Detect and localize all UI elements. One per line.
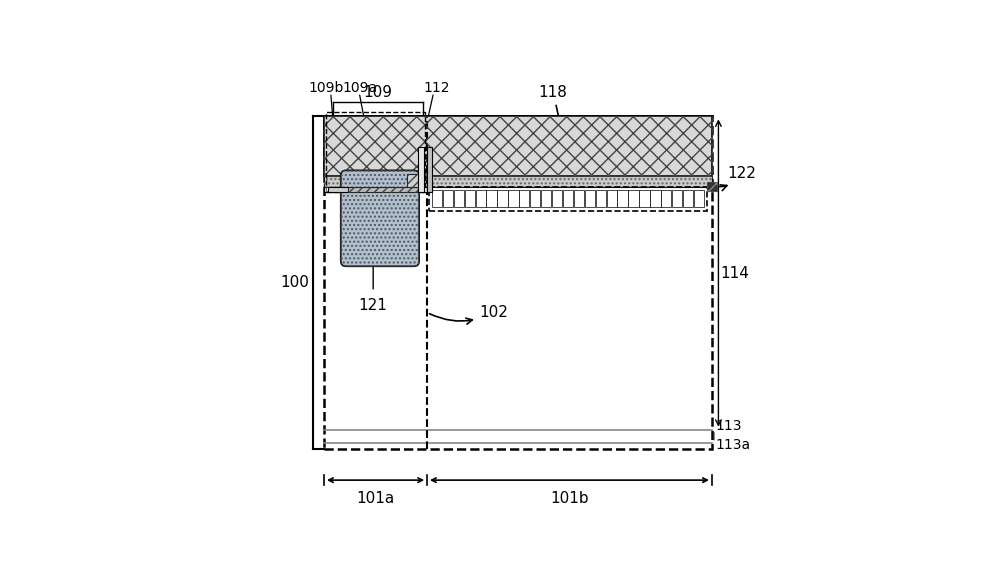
Bar bbox=[443, 190, 453, 207]
Bar bbox=[324, 176, 712, 187]
Bar bbox=[552, 190, 562, 207]
Bar bbox=[574, 190, 584, 207]
Bar bbox=[486, 190, 497, 207]
Text: 121: 121 bbox=[359, 298, 388, 314]
Text: 109a: 109a bbox=[343, 81, 378, 95]
Text: 118: 118 bbox=[539, 85, 568, 142]
Bar bbox=[328, 187, 348, 192]
Text: 113a: 113a bbox=[715, 438, 750, 452]
Text: 100: 100 bbox=[280, 275, 309, 290]
Bar bbox=[454, 190, 464, 207]
Bar bbox=[336, 187, 345, 191]
Bar bbox=[661, 190, 671, 207]
Text: 122: 122 bbox=[719, 166, 756, 191]
Bar bbox=[326, 187, 335, 191]
Bar bbox=[607, 190, 617, 207]
Bar bbox=[346, 187, 355, 191]
Bar bbox=[476, 190, 486, 207]
Text: 114: 114 bbox=[721, 266, 749, 281]
Bar bbox=[707, 182, 717, 191]
Bar bbox=[348, 187, 423, 192]
Bar bbox=[639, 190, 650, 207]
Bar bbox=[376, 187, 385, 191]
Bar bbox=[348, 187, 423, 192]
Bar bbox=[707, 182, 717, 191]
Bar bbox=[672, 190, 682, 207]
Text: 113: 113 bbox=[715, 419, 742, 433]
Bar bbox=[617, 190, 628, 207]
FancyBboxPatch shape bbox=[341, 170, 419, 266]
Bar bbox=[407, 174, 424, 187]
Bar bbox=[432, 190, 442, 207]
Bar bbox=[530, 190, 540, 207]
Bar bbox=[407, 174, 424, 187]
Bar bbox=[366, 187, 375, 191]
Bar bbox=[650, 190, 661, 207]
Bar bbox=[508, 190, 519, 207]
Bar bbox=[596, 190, 606, 207]
Bar bbox=[324, 117, 712, 176]
Bar bbox=[585, 190, 595, 207]
Text: 112: 112 bbox=[424, 81, 450, 95]
Bar bbox=[324, 117, 712, 176]
Bar bbox=[519, 190, 529, 207]
Text: 109b: 109b bbox=[309, 81, 344, 95]
Bar bbox=[395, 187, 404, 191]
Bar bbox=[405, 187, 414, 191]
Bar bbox=[418, 147, 424, 192]
Text: 104: 104 bbox=[384, 117, 410, 131]
Bar bbox=[683, 190, 693, 207]
Bar bbox=[415, 187, 424, 191]
Bar bbox=[465, 190, 475, 207]
Bar bbox=[563, 190, 573, 207]
Bar bbox=[326, 112, 425, 192]
Bar bbox=[694, 190, 704, 207]
Text: 105: 105 bbox=[439, 117, 466, 131]
Bar bbox=[497, 190, 508, 207]
Bar bbox=[324, 117, 712, 450]
Bar bbox=[628, 190, 639, 207]
Text: 103: 103 bbox=[411, 118, 440, 133]
Bar bbox=[427, 147, 432, 192]
Bar bbox=[429, 187, 707, 211]
Text: 102: 102 bbox=[430, 305, 509, 324]
Bar bbox=[324, 187, 427, 192]
Text: 101a: 101a bbox=[356, 491, 395, 506]
Bar bbox=[385, 187, 394, 191]
Text: 109: 109 bbox=[363, 85, 392, 100]
Bar bbox=[541, 190, 551, 207]
Bar bbox=[356, 187, 365, 191]
Text: 101b: 101b bbox=[550, 491, 589, 506]
Bar bbox=[324, 176, 712, 187]
